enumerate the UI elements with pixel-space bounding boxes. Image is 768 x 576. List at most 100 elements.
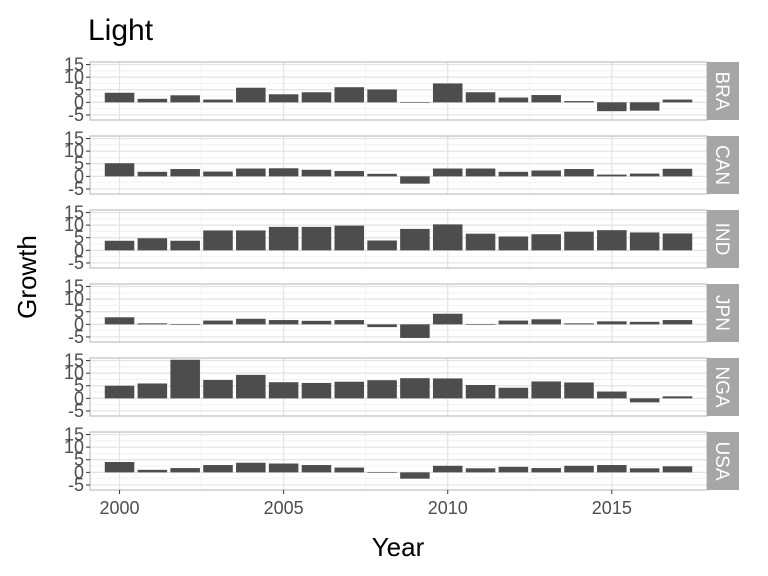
bar — [301, 465, 332, 473]
bar — [597, 465, 627, 473]
bar — [400, 378, 430, 399]
bar — [662, 99, 693, 103]
bar — [597, 321, 627, 325]
bar — [367, 324, 397, 328]
bar — [301, 382, 332, 399]
bar — [400, 472, 430, 479]
bar — [170, 95, 200, 103]
bar — [629, 173, 660, 177]
facet-strip-label: BRA — [711, 71, 732, 110]
bar — [531, 170, 561, 177]
bar — [662, 466, 693, 473]
facet-strip — [707, 136, 739, 194]
bar — [137, 238, 168, 251]
bar — [400, 324, 430, 338]
bar — [104, 317, 135, 325]
bar — [334, 171, 365, 177]
bar — [203, 230, 233, 251]
facet-strip-label: CAN — [711, 145, 732, 185]
bar — [301, 226, 332, 251]
bar — [236, 230, 266, 251]
bar — [203, 320, 233, 325]
y-tick-label: 15 — [64, 277, 84, 297]
bar — [334, 87, 365, 103]
bar — [104, 163, 135, 177]
y-tick-label: -5 — [68, 475, 84, 495]
bar — [564, 465, 594, 473]
y-tick-label: 5 — [74, 302, 84, 322]
bar — [137, 323, 168, 325]
bar — [137, 98, 168, 103]
bar — [531, 319, 561, 325]
bar — [597, 391, 627, 399]
bar — [662, 396, 693, 399]
bar — [170, 468, 200, 473]
x-axis: 2000 2005 2010 2015 — [100, 490, 632, 518]
bar — [203, 99, 233, 103]
bar — [104, 240, 135, 251]
bar — [662, 320, 693, 325]
y-tick-label: 15 — [64, 351, 84, 371]
bar — [662, 168, 693, 177]
bar — [465, 92, 496, 103]
y-tick-label: -5 — [68, 253, 84, 273]
bar — [268, 94, 299, 103]
y-tick-label: 0 — [74, 462, 84, 482]
bar — [498, 236, 529, 251]
facet-strip-label: NGA — [711, 366, 732, 408]
bar — [531, 95, 561, 103]
y-tick-label: 0 — [74, 92, 84, 112]
bar — [104, 385, 135, 399]
bar — [564, 231, 594, 251]
bar — [597, 174, 627, 177]
bar — [629, 102, 660, 111]
x-tick-label: 2015 — [592, 498, 632, 518]
bar — [268, 382, 299, 399]
bar — [531, 381, 561, 399]
bar — [498, 387, 529, 399]
y-tick-label: -5 — [68, 105, 84, 125]
y-tick-label: 5 — [74, 228, 84, 248]
bar — [400, 176, 430, 184]
bar — [629, 321, 660, 325]
bar — [629, 232, 660, 251]
y-tick-label: 0 — [74, 314, 84, 334]
x-tick-label: 2010 — [428, 498, 468, 518]
bar — [564, 169, 594, 177]
y-tick-label: 10 — [64, 363, 84, 383]
bar — [564, 382, 594, 399]
bar — [498, 320, 529, 325]
bar — [236, 87, 266, 103]
chart-title: Light — [88, 14, 154, 47]
bar — [203, 465, 233, 473]
bar — [597, 230, 627, 251]
bar — [170, 359, 200, 399]
bar — [367, 173, 397, 177]
bar — [400, 102, 430, 103]
bar — [629, 468, 660, 473]
y-tick-label: 10 — [64, 437, 84, 457]
bar — [465, 324, 496, 325]
bar — [203, 379, 233, 399]
bar — [400, 228, 430, 251]
bar — [432, 378, 463, 399]
bar — [301, 92, 332, 103]
x-tick-label: 2000 — [100, 498, 140, 518]
y-tick-label: 10 — [64, 67, 84, 87]
bar — [236, 318, 266, 325]
bar — [170, 324, 200, 325]
bar — [564, 101, 594, 103]
bar — [498, 171, 529, 177]
y-axis-title: Growth — [12, 235, 42, 319]
y-tick-label: -5 — [68, 401, 84, 421]
y-tick-label: 0 — [74, 388, 84, 408]
bar — [498, 466, 529, 473]
y-tick-label: 15 — [64, 129, 84, 149]
bar — [498, 97, 529, 103]
facet-strip — [707, 62, 739, 120]
bar — [531, 234, 561, 251]
